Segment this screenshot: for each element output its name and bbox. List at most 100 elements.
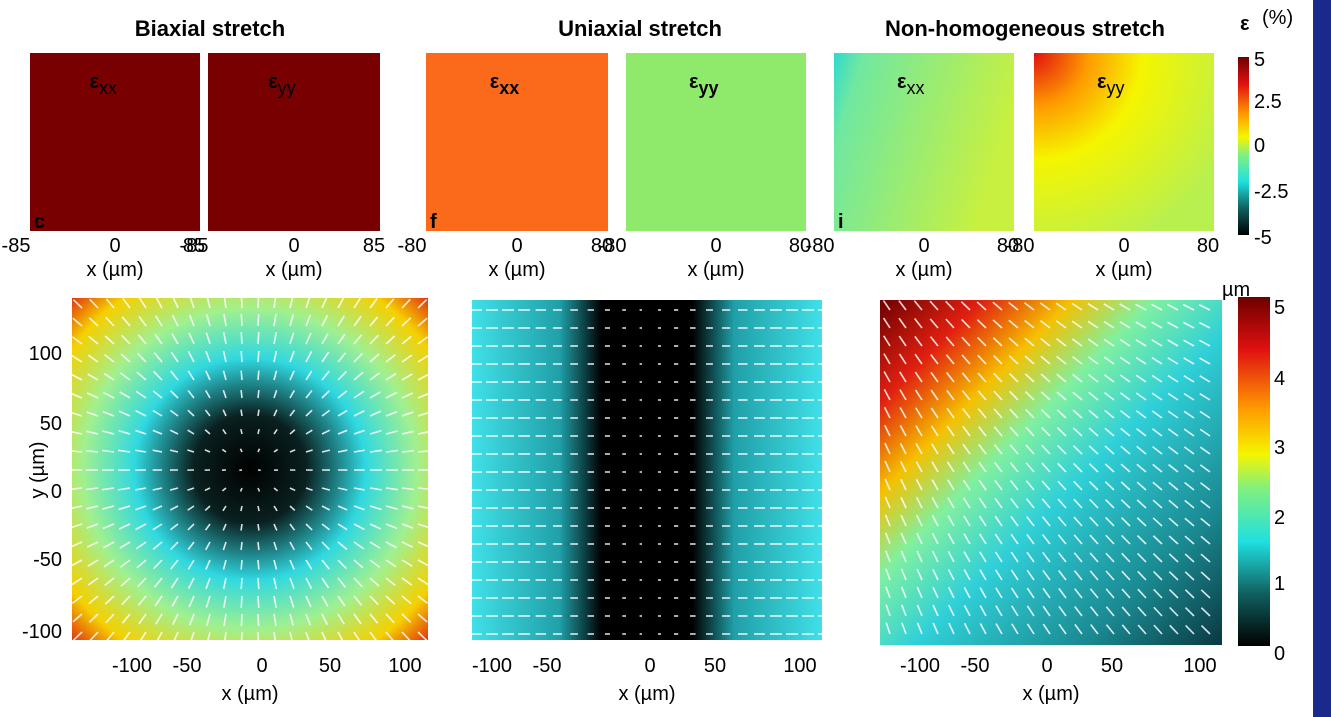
vector-arrow: [136, 371, 147, 381]
vector-arrow: [1105, 624, 1115, 635]
vector-arrow: [1058, 570, 1067, 581]
vector-arrow: [930, 407, 939, 419]
vector-arrow: [979, 587, 987, 599]
vector-arrow: [1087, 320, 1099, 329]
vector-arrow: [946, 407, 955, 419]
vector-arrow: [995, 605, 1003, 617]
vector-arrow: [978, 533, 987, 545]
vector-arrow: [221, 487, 227, 492]
vector-arrow: [976, 319, 987, 329]
vector-arrow: [102, 410, 115, 417]
vector-arrow: [979, 605, 987, 617]
vector-arrow: [385, 298, 395, 309]
vector-arrow: [321, 559, 330, 570]
vector-arrow: [289, 523, 296, 531]
vector-arrow: [978, 443, 987, 455]
x-tick-label: 85: [363, 235, 385, 257]
vector-arrow: [963, 604, 971, 617]
vector-arrow: [1183, 446, 1195, 455]
vector-arrow: [187, 350, 195, 363]
colorbar-tick-label: 0: [1274, 643, 1285, 665]
vector-arrow: [385, 372, 397, 381]
vector-arrow: [206, 296, 211, 309]
vector-arrow: [1121, 552, 1131, 563]
colorbar-tick-label: 2: [1274, 507, 1285, 529]
vector-arrow: [1089, 552, 1099, 563]
vector-arrow: [187, 577, 195, 590]
vector-arrow: [401, 541, 414, 548]
vector-arrow: [884, 550, 891, 563]
vector-arrow: [915, 425, 923, 437]
vector-arrow: [947, 568, 955, 581]
vector-arrow: [1200, 553, 1211, 563]
vector-arrow: [137, 577, 147, 588]
vector-arrow: [240, 559, 243, 570]
x-axis-label: x (µm): [86, 259, 143, 281]
vector-arrow: [187, 409, 195, 417]
vector-arrow: [69, 449, 83, 453]
strain-symbol: ε: [689, 71, 699, 93]
vector-arrow: [385, 505, 398, 510]
vector-arrow: [1073, 516, 1083, 527]
vector-arrow: [1119, 356, 1131, 365]
x-tick-label: -80: [1006, 235, 1035, 257]
vector-arrow: [401, 449, 415, 453]
vector-arrow: [1168, 481, 1179, 491]
vector-arrow: [135, 449, 147, 453]
vector-arrow: [138, 631, 147, 643]
vector-arrow: [1184, 517, 1195, 527]
vector-arrow: [885, 604, 891, 617]
vector-arrow: [961, 336, 971, 347]
vector-arrow: [417, 430, 430, 435]
vector-arrow: [1024, 373, 1035, 383]
vector-arrow: [135, 487, 147, 491]
vector-arrow: [289, 389, 296, 399]
vector-arrow: [946, 389, 955, 401]
vector-arrow: [135, 523, 147, 531]
vector-arrow: [369, 541, 381, 549]
vector-arrow: [885, 586, 891, 599]
vector-arrow: [1199, 357, 1211, 365]
vector-arrow: [1025, 444, 1035, 455]
x-tick-label: 100: [388, 655, 421, 677]
vector-arrow: [152, 449, 163, 453]
vector-arrow: [1089, 498, 1099, 509]
vector-arrow: [257, 390, 260, 399]
vector-arrow: [305, 631, 311, 644]
vector-arrow: [417, 613, 428, 623]
vector-arrow: [901, 622, 907, 635]
vector-arrow: [1151, 374, 1163, 383]
vector-arrow: [1073, 588, 1083, 599]
vector-arrow: [1026, 587, 1035, 599]
vector-arrow: [945, 372, 955, 383]
vector-arrow: [353, 523, 365, 531]
vector-arrow: [369, 523, 382, 530]
vector-arrow: [1071, 320, 1083, 329]
vector-arrow: [994, 461, 1003, 473]
vector-arrow: [1089, 534, 1099, 545]
vector-arrow: [1137, 606, 1147, 617]
displacement-map: [880, 300, 1222, 645]
vector-arrow: [321, 449, 331, 453]
vector-arrow: [1183, 410, 1195, 419]
vector-arrow: [353, 449, 365, 453]
vector-arrow: [1135, 374, 1147, 383]
vector-arrow: [1185, 624, 1195, 635]
vector-arrow: [899, 371, 907, 383]
vector-arrow: [135, 429, 147, 435]
vector-arrow: [222, 523, 227, 531]
vector-arrow: [273, 389, 278, 399]
vector-arrow: [385, 487, 398, 491]
vector-arrow: [353, 631, 362, 643]
vector-arrow: [353, 559, 364, 569]
vector-arrow: [1026, 533, 1035, 545]
vector-arrow: [992, 301, 1003, 311]
vector-arrow: [1042, 569, 1051, 581]
vector-arrow: [240, 577, 243, 590]
vector-arrow: [884, 532, 891, 545]
colorbar-tick-label: -5: [1254, 227, 1272, 249]
vector-arrow: [369, 372, 381, 381]
vector-arrow: [979, 551, 987, 563]
y-tick-label: -100: [22, 621, 62, 643]
vector-arrow: [962, 497, 971, 509]
